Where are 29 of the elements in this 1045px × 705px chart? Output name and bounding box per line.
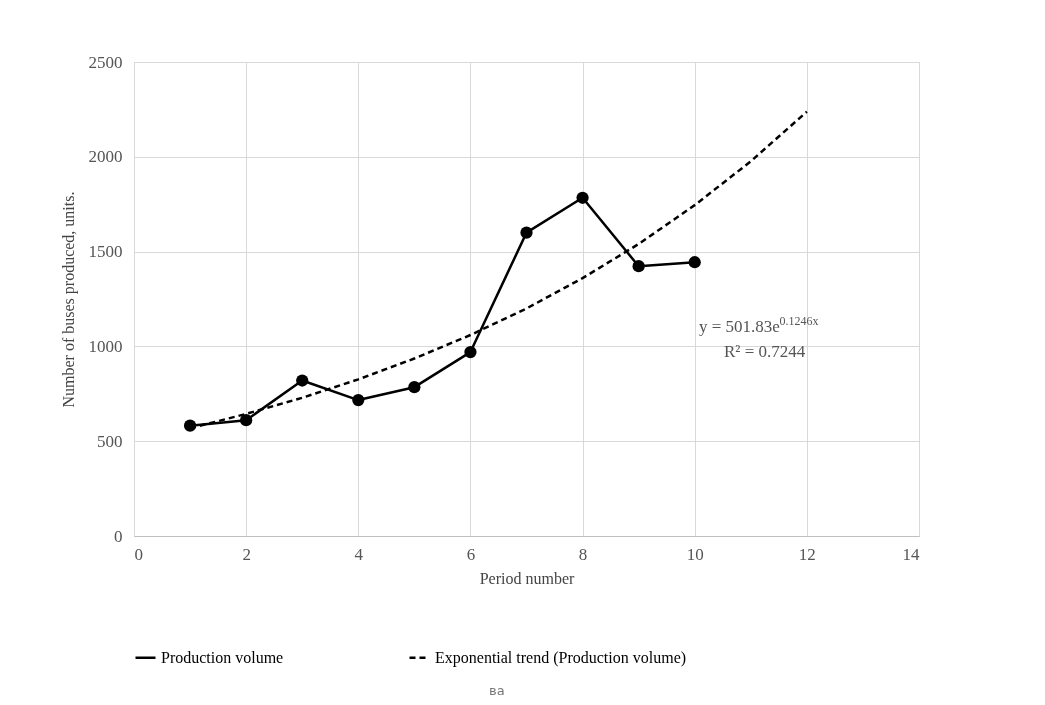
- point: [240, 414, 253, 427]
- x-tick-label: 4: [354, 544, 364, 564]
- y-tick-label: 2000: [88, 147, 123, 167]
- x-tick-label: 8: [578, 544, 588, 564]
- point: [352, 393, 365, 407]
- legend-label: Production volume: [161, 648, 284, 666]
- x-tick-label: 6: [466, 544, 476, 564]
- x-tick-label: 0: [134, 544, 143, 564]
- y-tick-label: 0: [114, 526, 123, 546]
- point: [632, 260, 645, 273]
- y-tick-label: 1000: [88, 336, 123, 356]
- text: ва: [489, 683, 505, 698]
- x-tick-label: 14: [902, 544, 920, 564]
- point: [464, 345, 477, 359]
- y-axis-title: Number of buses produced, units.: [59, 191, 78, 408]
- point: [688, 256, 701, 269]
- x-tick-label: 2: [242, 544, 251, 564]
- x-tick-label: 12: [798, 544, 816, 564]
- legend-label: Exponential trend (Production volume): [435, 648, 687, 667]
- x-tick-label: 10: [686, 544, 704, 564]
- point: [296, 374, 309, 387]
- y-tick-label: 1500: [88, 242, 123, 262]
- point: [408, 381, 421, 394]
- y-tick-label: 500: [97, 431, 123, 451]
- annotation: R² = 0.7244: [724, 342, 806, 361]
- point: [520, 226, 533, 239]
- y-tick-label: 2500: [88, 52, 123, 72]
- x-axis-title: Period number: [479, 569, 575, 587]
- point: [576, 191, 589, 204]
